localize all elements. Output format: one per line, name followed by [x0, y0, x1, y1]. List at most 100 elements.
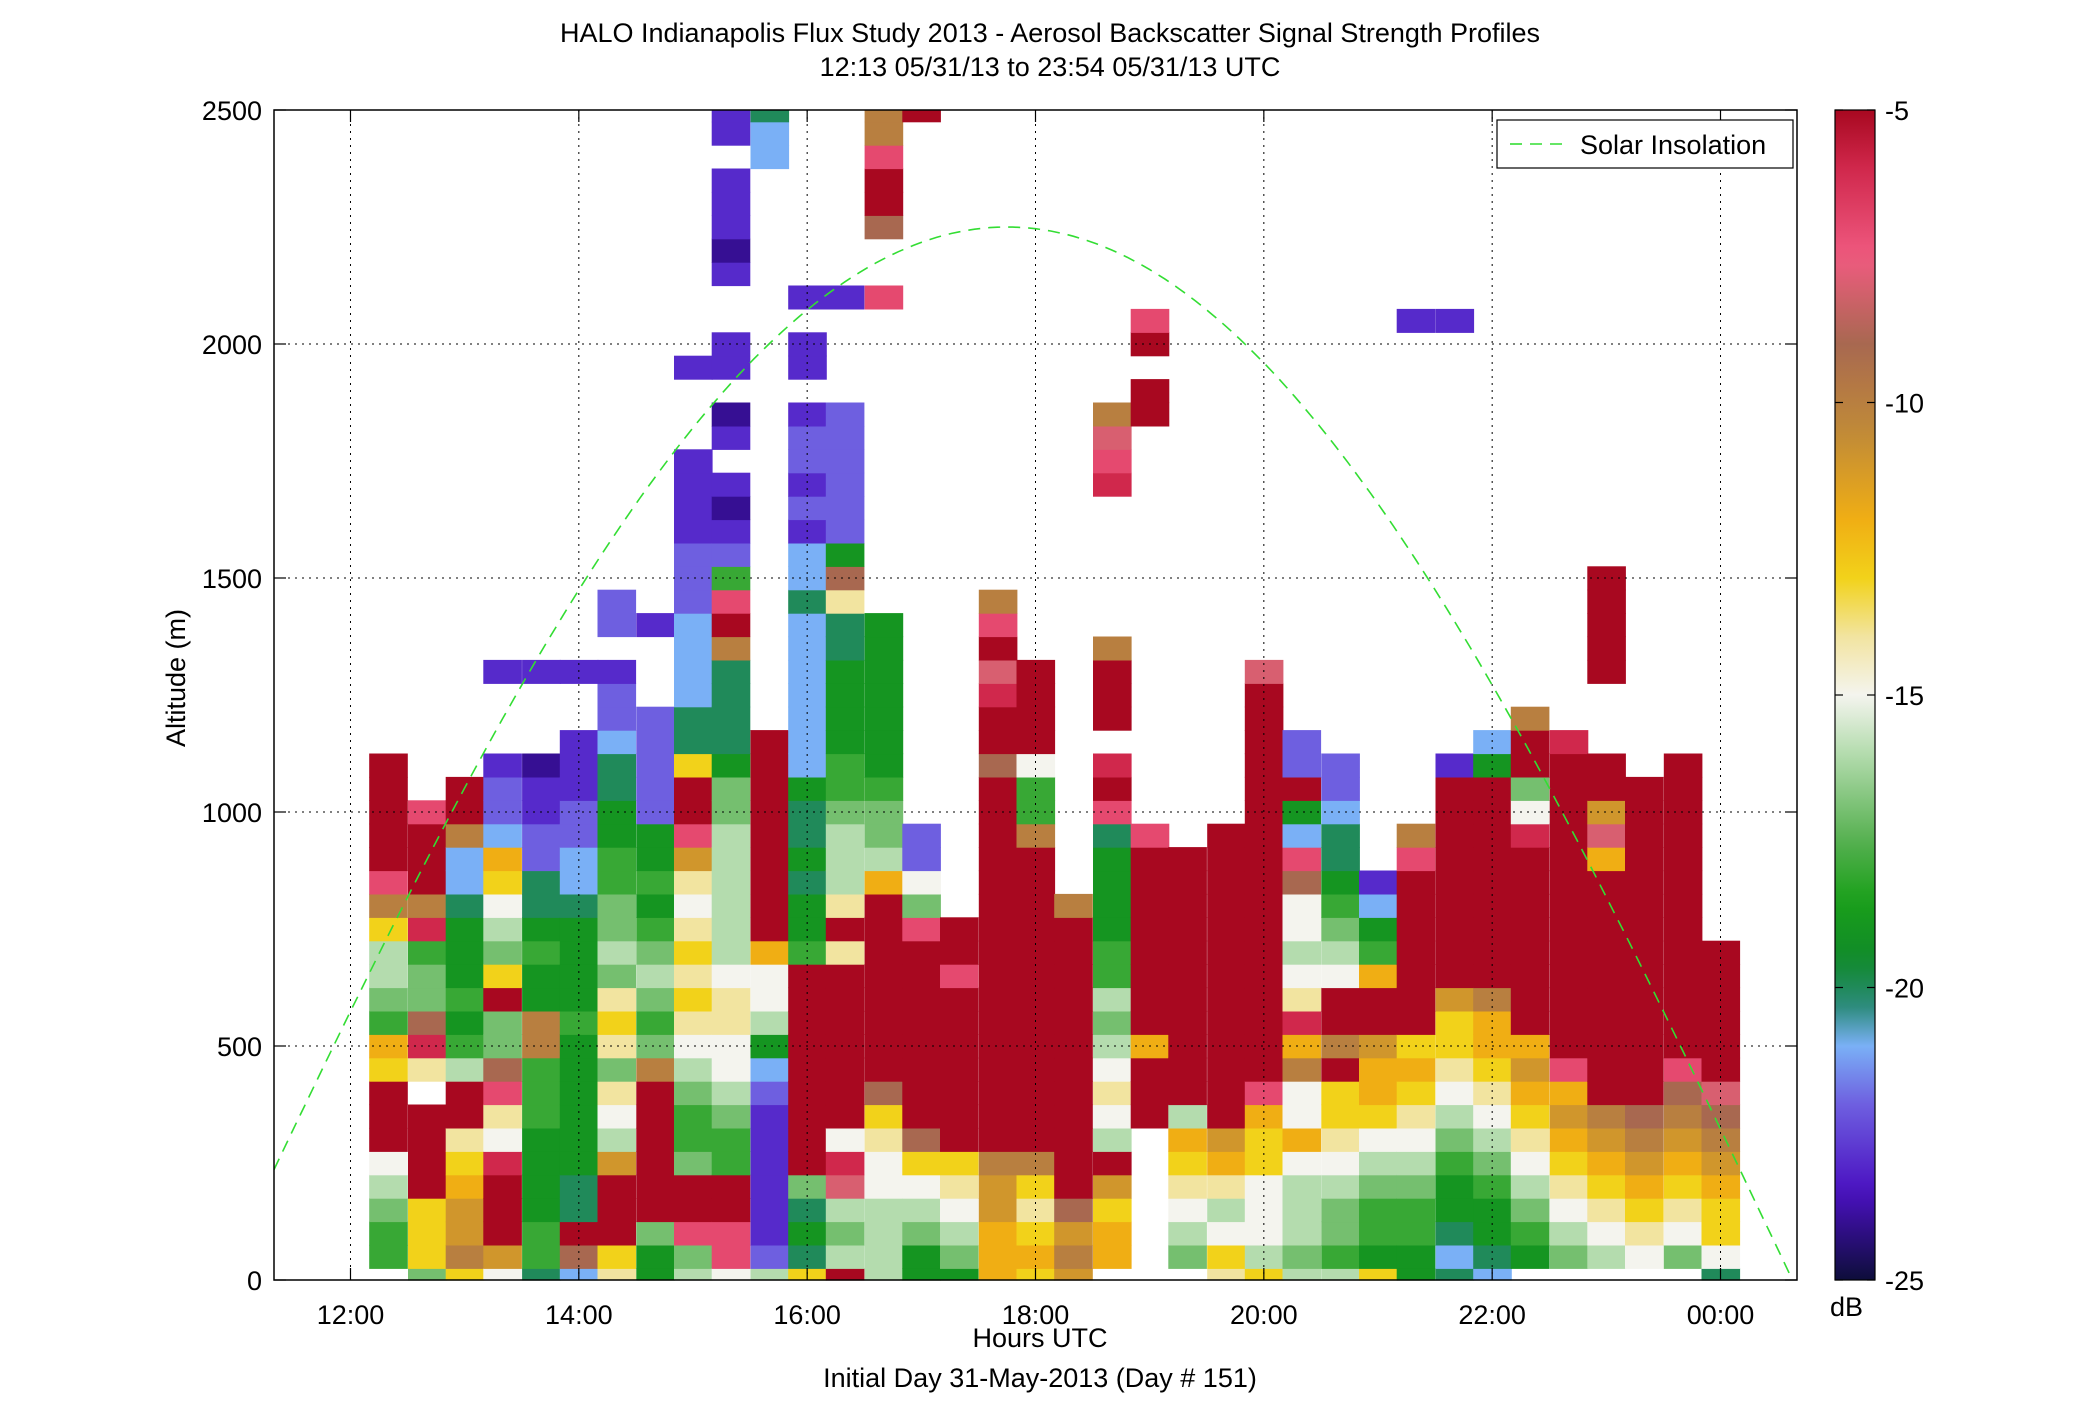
heatmap-cell: [788, 1081, 827, 1106]
heatmap-cell: [1207, 1104, 1246, 1129]
heatmap-cell: [750, 1198, 790, 1223]
heatmap-cell: [1130, 964, 1170, 989]
heatmap-cell: [1701, 1221, 1741, 1246]
heatmap-cell: [1435, 1151, 1475, 1176]
heatmap-cell: [864, 168, 904, 193]
heatmap-cell: [445, 1104, 485, 1129]
heatmap-cell: [1587, 893, 1626, 918]
heatmap-cell: [1093, 1244, 1132, 1269]
heatmap-cell: [940, 1268, 979, 1281]
heatmap-cell: [1396, 1221, 1436, 1246]
heatmap-cell: [636, 987, 675, 1012]
heatmap-cell: [750, 800, 790, 825]
heatmap-cell: [864, 683, 904, 708]
heatmap-cell: [1396, 1057, 1436, 1082]
heatmap-cell: [864, 917, 904, 942]
heatmap-cell: [1663, 823, 1703, 848]
heatmap-cell: [1625, 964, 1664, 989]
heatmap-cell: [750, 964, 790, 989]
heatmap-cell: [1510, 1127, 1550, 1152]
heatmap-cell: [788, 823, 827, 848]
heatmap-cell: [1663, 893, 1703, 918]
grid-lines: [274, 110, 1797, 1280]
heatmap-cell: [1625, 800, 1664, 825]
heatmap-cell: [1396, 917, 1436, 942]
heatmap-cell: [940, 1198, 979, 1223]
heatmap-cell: [1244, 823, 1284, 848]
heatmap-cell: [674, 613, 713, 638]
heatmap-cell: [750, 1174, 790, 1199]
heatmap-cell: [1207, 1127, 1246, 1152]
heatmap-cell: [1510, 753, 1550, 778]
heatmap-cell: [1168, 1198, 1207, 1223]
heatmap-cell: [750, 1104, 790, 1129]
heatmap-cell: [1587, 589, 1626, 614]
heatmap-cell: [1663, 776, 1703, 801]
heatmap-cell: [1282, 776, 1322, 801]
heatmap-cell: [445, 823, 485, 848]
heatmap-cell: [1321, 1057, 1360, 1082]
heatmap-cell: [1244, 964, 1284, 989]
y-tick-label: 2000: [202, 330, 262, 360]
heatmap-cell: [1054, 1081, 1093, 1106]
heatmap-cell: [1359, 940, 1398, 965]
heatmap-cell: [1321, 940, 1360, 965]
heatmap-cell: [1663, 1221, 1703, 1246]
heatmap-cell: [369, 1127, 408, 1152]
heatmap-cell: [1093, 987, 1132, 1012]
heatmap-cell: [674, 1174, 713, 1199]
heatmap-cell: [1093, 1221, 1132, 1246]
heatmap-cell: [978, 987, 1018, 1012]
heatmap-cell: [825, 1104, 865, 1129]
heatmap-cell: [1587, 659, 1626, 684]
heatmap-cell: [636, 1198, 675, 1223]
heatmap-cell: [408, 1057, 447, 1082]
heatmap-cell: [636, 730, 675, 755]
heatmap-cell: [902, 964, 941, 989]
heatmap-cell: [1625, 940, 1664, 965]
heatmap-cell: [940, 1221, 979, 1246]
heatmap-cell: [978, 1221, 1018, 1246]
heatmap-cell: [711, 1221, 751, 1246]
heatmap-cell: [369, 1174, 408, 1199]
heatmap-cell: [369, 1104, 408, 1129]
heatmap-cell: [1093, 847, 1132, 872]
heatmap-cell: [445, 940, 485, 965]
heatmap-cell: [711, 706, 751, 731]
heatmap-cell: [1244, 1221, 1284, 1246]
heatmap-cell: [1168, 1034, 1207, 1059]
heatmap-cell: [674, 542, 713, 567]
heatmap-cell: [445, 1057, 485, 1082]
heatmap-cell: [1016, 964, 1056, 989]
heatmap-cell: [788, 964, 827, 989]
heatmap-cell: [1321, 1198, 1360, 1223]
heatmap-cell: [1510, 800, 1550, 825]
heatmap-cell: [408, 1268, 447, 1281]
heatmap-cell: [597, 1268, 637, 1281]
heatmap-cell: [788, 893, 827, 918]
heatmap-cell: [1587, 1127, 1626, 1152]
heatmap-cell: [559, 1104, 599, 1129]
heatmap-cell: [597, 1221, 637, 1246]
heatmap-cell: [445, 847, 485, 872]
heatmap-cell: [674, 1151, 713, 1176]
heatmap-cell: [1207, 917, 1246, 942]
heatmap-cell: [864, 215, 904, 240]
heatmap-cell: [1435, 753, 1475, 778]
heatmap-cell: [1282, 987, 1322, 1012]
heatmap-cell: [483, 753, 522, 778]
heatmap-cell: [1396, 308, 1436, 333]
heatmap-cell: [711, 1198, 751, 1223]
heatmap-cell: [674, 706, 713, 731]
heatmap-cell: [750, 730, 790, 755]
heatmap-cell: [902, 917, 941, 942]
heatmap-cell: [825, 472, 865, 497]
heatmap-cell: [1701, 1081, 1741, 1106]
heatmap-cell: [674, 355, 713, 380]
heatmap-cell: [369, 987, 408, 1012]
heatmap-cell: [1093, 1127, 1132, 1152]
heatmap-cell: [559, 1034, 599, 1059]
heatmap-cell: [750, 110, 790, 123]
heatmap-cell: [864, 636, 904, 661]
heatmap-cell: [1435, 893, 1475, 918]
